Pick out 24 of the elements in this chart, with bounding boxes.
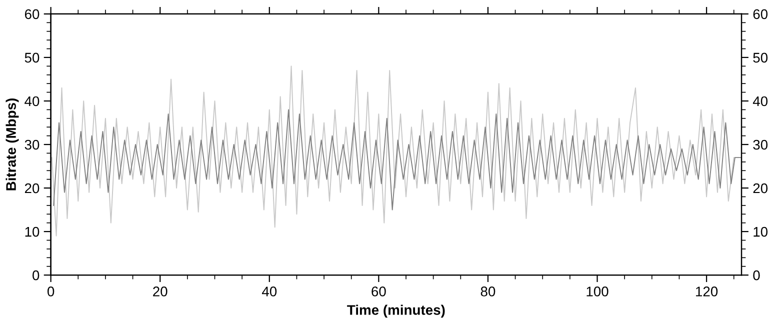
- y2-tick-label: 0: [753, 270, 760, 280]
- y-tick-label: 60: [24, 9, 40, 20]
- x-tick-label: 100: [586, 286, 608, 296]
- x-axis-title: Time (minutes): [347, 304, 445, 318]
- y-tick-label: 40: [24, 96, 40, 106]
- y-tick-label: 0: [32, 270, 40, 280]
- y-tick-label: 20: [24, 183, 40, 194]
- y2-tick-label: 30: [753, 140, 768, 150]
- y-axis-title: Bitrate (Mbps): [6, 98, 19, 190]
- y-tick-label: 30: [24, 140, 40, 150]
- x-tick-label: 20: [153, 286, 168, 296]
- line-series: [53, 109, 742, 210]
- y2-tick-label: 60: [753, 9, 768, 20]
- y2-tick-label: 20: [753, 183, 768, 194]
- x-tick-label: 120: [696, 286, 718, 296]
- x-tick-label: 80: [480, 286, 496, 296]
- x-tick-label: 0: [48, 286, 54, 296]
- y2-tick-label: 50: [753, 52, 768, 63]
- y-tick-label: 10: [25, 226, 40, 237]
- y-tick-label: 50: [24, 52, 40, 63]
- x-tick-label: 60: [372, 286, 386, 296]
- y2-tick-label: 10: [754, 226, 768, 237]
- x-tick-label: 40: [262, 286, 277, 296]
- y2-tick-label: 40: [752, 96, 768, 106]
